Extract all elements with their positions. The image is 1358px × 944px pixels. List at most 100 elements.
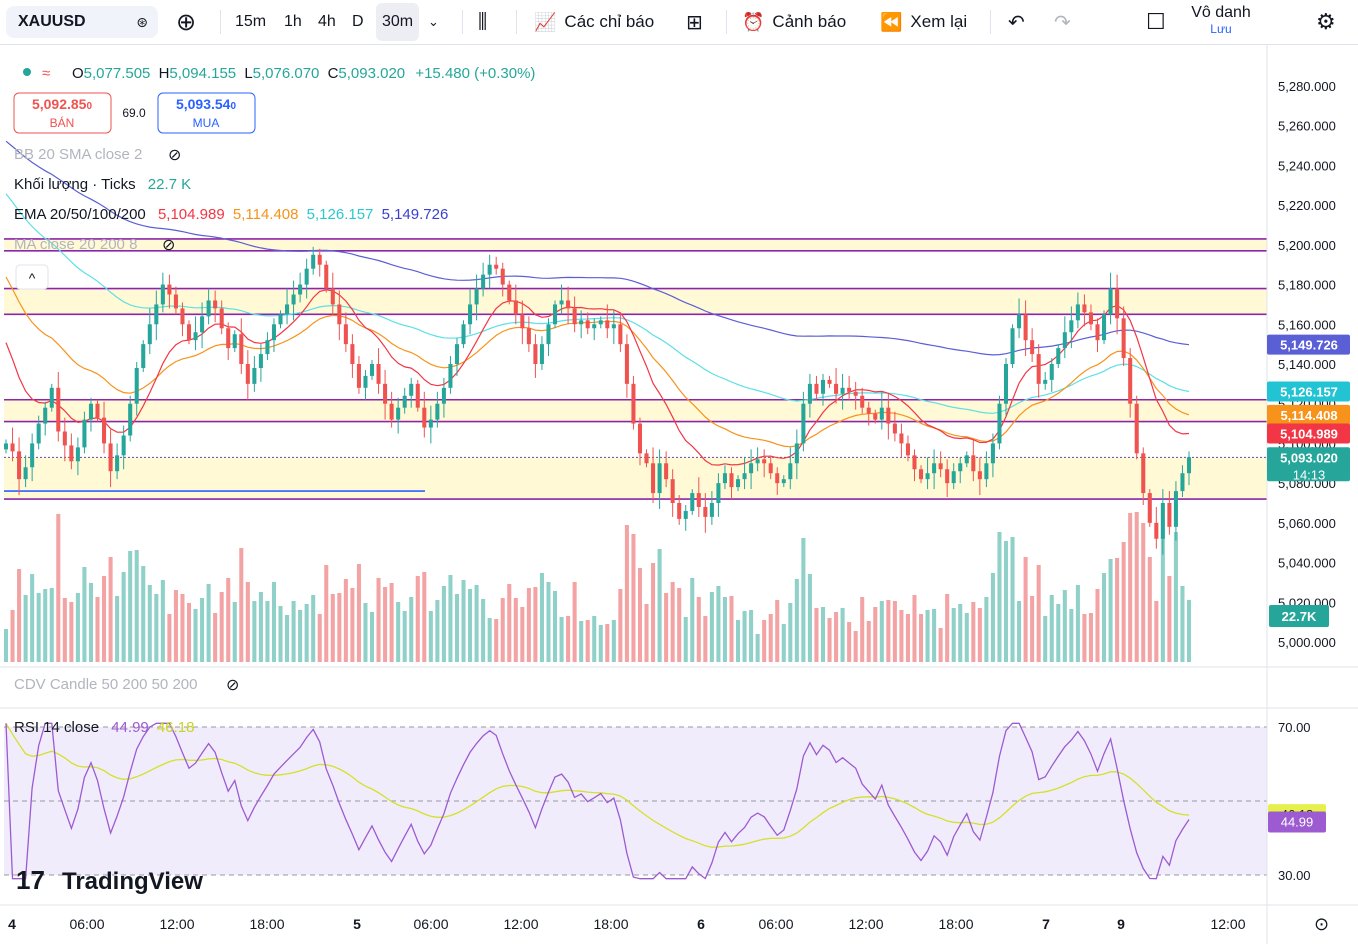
rsi-legend[interactable]: RSI 14 close 44.99 46.18 xyxy=(14,719,194,736)
volume-bar xyxy=(1069,609,1074,662)
candle-body xyxy=(213,300,218,309)
cdv-legend[interactable]: CDV Candle 50 200 50 200 xyxy=(14,676,197,693)
candle xyxy=(507,280,512,305)
candle-body xyxy=(886,407,891,424)
candle xyxy=(932,449,937,490)
ma-legend[interactable]: MA close 20 200 8 xyxy=(14,236,137,253)
tradingview-logo[interactable]: 17 TradingView xyxy=(16,865,203,895)
timeframe-1h[interactable]: 1h xyxy=(284,13,302,30)
candle-body xyxy=(115,455,120,472)
candle-body xyxy=(376,364,381,384)
volume-bar xyxy=(428,611,433,662)
volume-bar xyxy=(683,617,688,662)
symbol-options-icon[interactable]: ⊛ xyxy=(136,13,148,30)
candle-body xyxy=(919,469,924,480)
ema-legend[interactable]: EMA 20/50/100/200 5,104.989 5,114.408 5,… xyxy=(14,206,448,223)
volume-bar xyxy=(1075,585,1080,662)
volume-bar xyxy=(1102,573,1107,662)
candle-body xyxy=(128,403,133,436)
volume-label-bg xyxy=(1269,605,1329,627)
settings-icon[interactable]: ⚙ xyxy=(1316,9,1336,34)
candle xyxy=(213,290,218,323)
undo-icon[interactable]: ↶ xyxy=(1008,11,1025,34)
layout-icon[interactable]: ⊞ xyxy=(686,11,703,34)
timeframe-30m[interactable]: 30m xyxy=(376,3,420,41)
candle xyxy=(513,284,518,325)
time-tick-label: 9 xyxy=(1117,916,1125,932)
time-tick-label: 06:00 xyxy=(413,916,448,932)
candle-body xyxy=(579,320,584,325)
volume-bar xyxy=(330,594,335,662)
volume-bar xyxy=(546,582,551,662)
timeframe-d[interactable]: D xyxy=(352,13,364,30)
hidden-eye-icon[interactable]: ⊘ xyxy=(168,147,181,164)
candle xyxy=(376,348,381,394)
volume-bar xyxy=(1141,523,1146,662)
candle-body xyxy=(899,433,904,444)
buy-button[interactable]: 5,093.540 MUA xyxy=(157,92,256,134)
timeframe-15m[interactable]: 15m xyxy=(235,13,267,30)
candle xyxy=(10,427,15,462)
candle-body xyxy=(559,300,564,305)
ema100-line xyxy=(5,193,1190,414)
sell-button[interactable]: 5,092.850 BÁN xyxy=(13,92,112,134)
volume-bar xyxy=(1147,557,1152,662)
candle xyxy=(709,491,714,525)
timeframe-4h[interactable]: 4h xyxy=(318,13,336,30)
volume-bar xyxy=(559,617,564,662)
candle-body xyxy=(415,383,420,408)
hidden-eye-icon-3[interactable]: ⊘ xyxy=(226,677,239,694)
indicators-button[interactable]: 📈 Các chỉ báo xyxy=(534,0,654,44)
candle-body xyxy=(592,324,597,329)
candle-body xyxy=(206,300,211,317)
candle xyxy=(899,423,904,458)
candle-body xyxy=(651,463,656,494)
volume-bar xyxy=(1108,559,1113,662)
replay-button[interactable]: ⏪ Xem lại xyxy=(880,0,967,44)
candle xyxy=(964,451,969,468)
candle xyxy=(245,350,250,400)
symbol-search[interactable]: XAUUSD ⊛ xyxy=(6,6,158,38)
candle-body xyxy=(977,471,982,480)
user-account[interactable]: Vô danh Lưu xyxy=(1180,4,1262,36)
price-tick-label: 5,160.000 xyxy=(1278,317,1336,332)
price-label: 5,126.157 xyxy=(1280,384,1338,399)
candle-body xyxy=(435,403,440,420)
candle xyxy=(794,429,799,480)
volume-bar xyxy=(1010,537,1015,662)
candle-body xyxy=(88,403,93,420)
candle xyxy=(1128,348,1133,418)
volume-bar xyxy=(3,629,9,662)
alerts-button[interactable]: ⏰ Cảnh báo xyxy=(742,0,846,44)
add-icon[interactable]: ⊕ xyxy=(176,8,197,36)
candle-body xyxy=(481,274,486,289)
candle xyxy=(1167,491,1172,535)
candle xyxy=(807,373,812,418)
candle-body xyxy=(369,364,375,376)
volume-bar xyxy=(1173,532,1178,662)
candle xyxy=(814,375,819,400)
volume-bar xyxy=(925,610,930,662)
hidden-eye-icon-2[interactable]: ⊘ xyxy=(162,237,175,254)
candle-body xyxy=(108,443,113,472)
volume-bar xyxy=(1154,601,1159,662)
volume-bar xyxy=(847,622,852,662)
candle-body xyxy=(193,332,198,341)
volume-bar xyxy=(468,589,473,662)
candle-body xyxy=(664,463,669,480)
bb-legend[interactable]: BB 20 SMA close 2 xyxy=(14,146,142,163)
fullscreen-icon[interactable]: ☐ xyxy=(1146,9,1166,34)
candle xyxy=(409,377,414,408)
time-tick-label: 4 xyxy=(8,916,16,932)
candle-body xyxy=(932,463,937,474)
chevron-down-icon[interactable]: ⌄ xyxy=(428,14,439,29)
volume-legend[interactable]: Khối lượng · Ticks 22.7 K xyxy=(14,176,191,193)
collapse-legend-button[interactable]: ^ xyxy=(15,264,49,290)
time-zone-icon[interactable]: ⊙ xyxy=(1314,914,1329,934)
time-tick-label: 12:00 xyxy=(159,916,194,932)
candle xyxy=(624,334,629,398)
candle xyxy=(886,393,891,440)
candles-icon[interactable]: ⫼ xyxy=(478,10,488,33)
redo-icon[interactable]: ↷ xyxy=(1054,11,1071,34)
